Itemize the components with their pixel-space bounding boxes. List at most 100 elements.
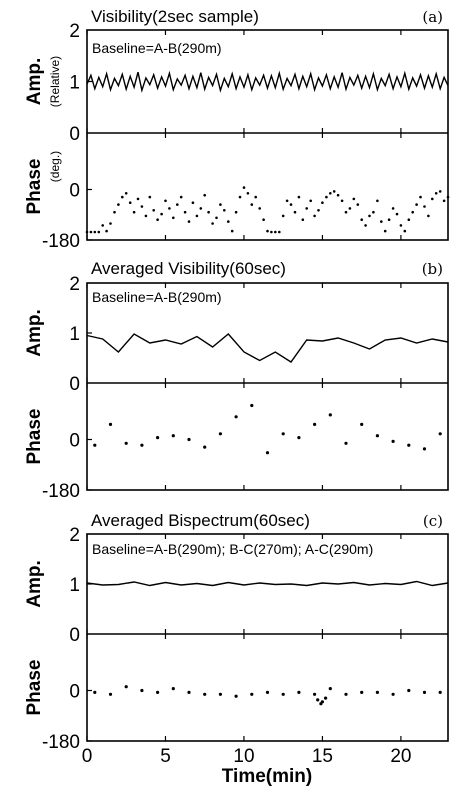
phase-point <box>395 212 399 216</box>
phase-point <box>254 195 257 199</box>
phase-point <box>203 692 207 696</box>
phase-point <box>387 218 391 221</box>
phase-point <box>176 203 179 206</box>
phase-point <box>156 436 160 440</box>
phase-point <box>140 443 144 447</box>
phase-point <box>285 199 289 203</box>
phase-point <box>329 192 332 195</box>
y-tick-label: 0 <box>69 124 80 145</box>
phase-point <box>136 197 140 201</box>
baseline-label: Baseline=A-B(290m) <box>92 289 222 305</box>
x-tick-label: 10 <box>233 746 254 767</box>
phase-point <box>218 432 222 436</box>
phase-point <box>265 690 270 695</box>
phase-axis-label: Phase <box>24 660 45 716</box>
phase-point <box>422 690 427 695</box>
phase-point <box>219 203 222 206</box>
x-tick-label: 15 <box>312 746 333 767</box>
panel-frame <box>86 533 449 742</box>
phase-point <box>152 209 155 212</box>
phase-point <box>262 218 265 221</box>
phase-point <box>121 195 124 199</box>
phase-point <box>270 230 273 234</box>
phase-point <box>356 203 360 206</box>
y-tick-label: 2 <box>69 274 80 295</box>
phase-point <box>360 690 364 695</box>
phase-point <box>281 214 285 218</box>
phase-point <box>199 207 203 210</box>
phase-point <box>297 436 301 440</box>
phase-point <box>207 210 210 214</box>
phase-point <box>227 220 230 223</box>
phase-point <box>297 690 301 695</box>
amp-axis-label: Amp. <box>24 309 45 357</box>
amplitude-series-line <box>86 333 449 363</box>
y-tick-label: 0 <box>69 625 80 646</box>
phase-point <box>321 201 324 204</box>
phase-point <box>164 199 167 203</box>
phase-point <box>438 190 442 193</box>
phase-point <box>132 210 136 214</box>
phase-point <box>407 688 411 693</box>
phase-point <box>274 230 277 234</box>
phase-point <box>316 698 320 702</box>
phase-point <box>427 214 430 218</box>
phase-point <box>144 214 148 218</box>
baseline-label: Baseline=A-B(290m) <box>92 40 222 56</box>
phase-point <box>422 447 427 451</box>
phase-point <box>223 209 226 212</box>
phase-point <box>230 229 234 233</box>
phase-point <box>187 690 191 695</box>
phase-point <box>218 692 222 696</box>
panel-a <box>85 29 450 241</box>
y-tick-label: 1 <box>69 324 80 345</box>
y-tick-label: 1 <box>69 575 80 596</box>
phase-point <box>187 220 191 223</box>
phase-point <box>324 696 328 700</box>
phase-point <box>344 692 348 696</box>
panel-b <box>86 282 449 491</box>
phase-point <box>317 209 320 212</box>
phase-point <box>203 193 206 197</box>
phase-point <box>289 203 293 206</box>
phase-point <box>148 195 152 199</box>
phase-point <box>364 224 367 227</box>
panel-c <box>86 533 449 742</box>
phase-axis-unit: (deg.) <box>48 151 62 182</box>
phase-point <box>101 224 104 227</box>
phase-point <box>305 207 309 210</box>
phase-point <box>301 218 305 221</box>
phase-point <box>105 229 108 233</box>
x-axis-label: Time(min) <box>222 766 312 787</box>
phase-point <box>309 199 313 203</box>
phase-point <box>407 218 411 221</box>
phase-point <box>89 230 93 234</box>
phase-axis-label: Phase <box>24 409 45 465</box>
phase-point <box>124 192 128 195</box>
phase-point <box>281 432 285 436</box>
y-tick-label: 0 <box>69 374 80 395</box>
amp-axis-label: Amp. <box>24 58 45 106</box>
phase-point <box>328 687 332 691</box>
phase-point <box>336 193 340 197</box>
phase-point <box>266 229 269 233</box>
amplitude-series-line <box>86 580 449 587</box>
phase-point <box>156 690 160 695</box>
phase-point <box>344 210 348 214</box>
phase-point <box>168 207 171 210</box>
phase-point <box>234 694 238 698</box>
panel-title: Averaged Visibility(60sec) <box>91 259 286 278</box>
phase-point <box>403 229 407 233</box>
phase-point <box>108 692 113 696</box>
y-tick-label: 2 <box>69 525 80 546</box>
phase-point <box>352 197 356 201</box>
phase-point <box>265 451 270 455</box>
phase-point <box>293 210 297 214</box>
phase-point <box>140 688 144 693</box>
y-tick-label: 0 <box>69 431 80 452</box>
phase-point <box>179 195 183 199</box>
phase-point <box>340 199 344 203</box>
phase-point <box>328 413 332 417</box>
phase-axis-label: Phase <box>24 159 45 215</box>
phase-point <box>211 222 214 225</box>
